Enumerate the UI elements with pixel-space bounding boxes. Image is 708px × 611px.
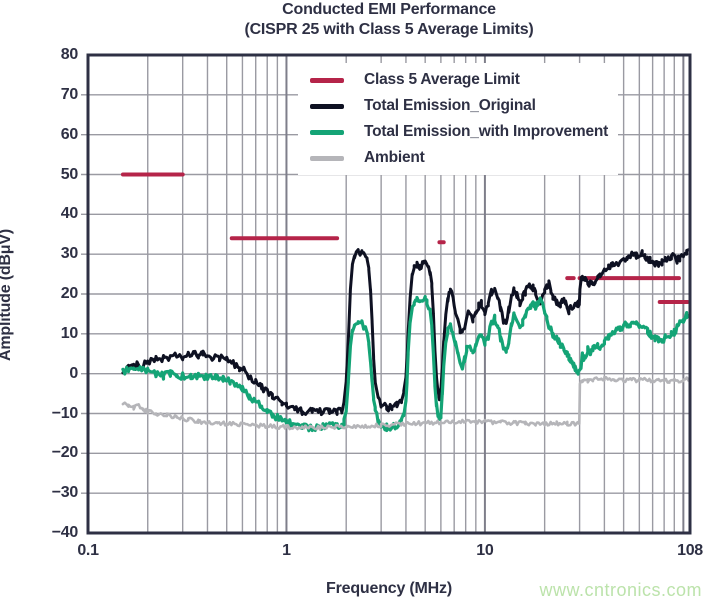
legend-label: Class 5 Average Limit (364, 71, 520, 88)
legend-item: Total Emission_Original (310, 93, 608, 119)
y-tick-label: −30 (51, 484, 79, 502)
series-ambient (121, 375, 690, 431)
y-tick-label: 30 (60, 245, 79, 263)
y-tick-label: 10 (60, 324, 79, 342)
y-tick-label: 60 (60, 125, 79, 143)
chart-title-line1: Conducted EMI Performance (282, 1, 496, 18)
series-total-emission-with-improvement (121, 294, 690, 433)
y-tick-label: 80 (60, 46, 79, 63)
legend-item: Ambient (310, 145, 608, 171)
watermark-text: www.cntronics.com (539, 580, 702, 600)
x-tick-label: 0.1 (77, 542, 99, 559)
legend-label: Ambient (364, 149, 425, 166)
y-tick-label: 20 (60, 285, 79, 302)
y-axis-title: Amplitude (dBμV) (0, 229, 14, 361)
x-tick-label: 1 (282, 542, 291, 559)
legend-swatch (310, 129, 344, 135)
legend-label: Total Emission_with Improvement (364, 123, 609, 140)
legend-swatch (310, 103, 344, 109)
legend-swatch (310, 155, 344, 161)
legend-item: Total Emission_with Improvement (310, 119, 608, 145)
y-tick-label: −10 (51, 404, 79, 422)
y-tick-label: 70 (60, 85, 79, 103)
chart-title: Conducted EMI Performance (CISPR 25 with… (88, 0, 690, 40)
series-total-emission-original (121, 248, 690, 417)
chart-legend: Class 5 Average Limit Total Emission_Orig… (298, 63, 619, 175)
legend-swatch (310, 77, 344, 83)
x-axis-title: Frequency (MHz) (326, 580, 452, 597)
legend-label: Total Emission_Original (364, 97, 536, 114)
x-tick-label: 108 (677, 542, 703, 559)
x-tick-label: 10 (476, 542, 494, 559)
y-tick-label: 40 (60, 205, 79, 223)
plot-border (86, 53, 692, 535)
y-tick-label: −40 (51, 524, 79, 541)
legend-item: Class 5 Average Limit (310, 67, 608, 93)
y-tick-label: −20 (51, 444, 79, 462)
y-tick-label: 50 (60, 165, 79, 183)
chart-title-line2: (CISPR 25 with Class 5 Average Limits) (244, 21, 534, 38)
y-tick-label: 0 (69, 364, 78, 382)
